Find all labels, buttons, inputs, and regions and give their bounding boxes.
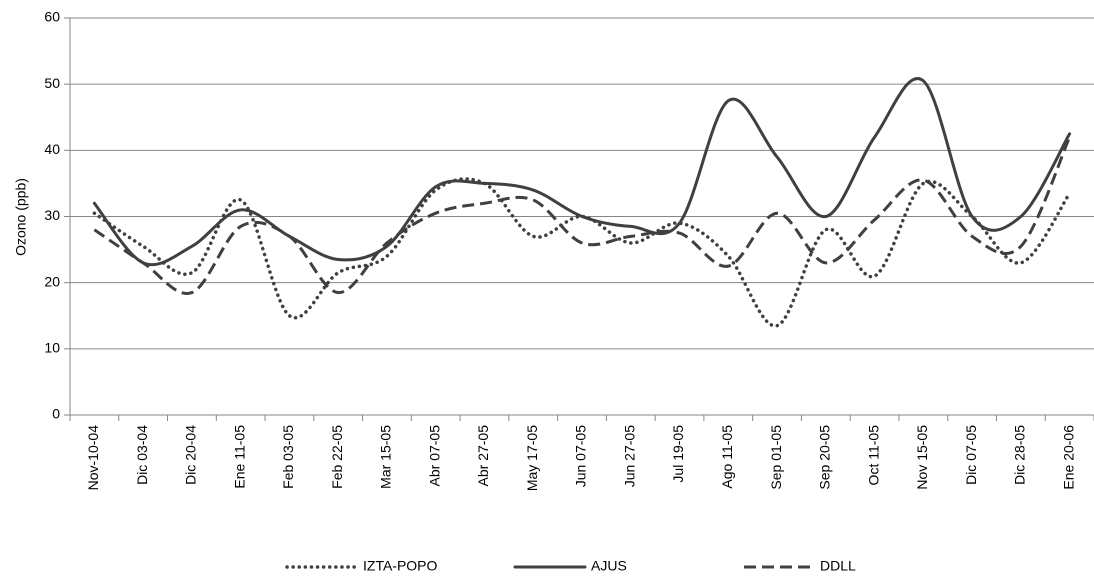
x-tick-label: Feb 22-05 bbox=[329, 425, 345, 489]
series-line-ajus bbox=[92, 77, 1072, 267]
legend-item: IZTA-POPO bbox=[285, 558, 438, 574]
x-tick-label: Abr 07-05 bbox=[426, 425, 442, 487]
x-tick-label: Nov-10-04 bbox=[85, 425, 101, 491]
x-tick-label: Jun 07-05 bbox=[573, 425, 589, 487]
y-tick-label: 10 bbox=[44, 340, 60, 356]
legend-label: DDLL bbox=[820, 558, 856, 574]
x-tick-label: Sep 20-05 bbox=[817, 425, 833, 490]
series-line-izta-popo bbox=[92, 177, 1072, 328]
x-tick-labels: Nov-10-04 Dic 03-04 Dic 20-04 Ene 11-05 Feb … bbox=[85, 425, 1076, 491]
y-tick-label: 40 bbox=[44, 141, 60, 157]
y-tick-label: 20 bbox=[44, 273, 60, 289]
series-line-ddll bbox=[93, 136, 1071, 295]
x-tick-label: Dic 28-05 bbox=[1012, 425, 1028, 485]
x-tick-label: Sep 01-05 bbox=[768, 425, 784, 490]
x-tick-label: Dic 03-04 bbox=[134, 425, 150, 485]
y-tick-labels: 0 10 20 30 40 50 60 bbox=[44, 9, 60, 422]
legend-item: AJUS bbox=[513, 558, 627, 574]
x-tick-label: Jun 27-05 bbox=[621, 425, 637, 487]
x-tick-label: Ago 11-05 bbox=[719, 425, 735, 489]
x-tick-label: Oct 11-05 bbox=[865, 425, 881, 486]
y-tick-label: 50 bbox=[44, 75, 60, 91]
y-tick-label: 60 bbox=[44, 9, 60, 25]
x-tick-label: Mar 15-05 bbox=[378, 425, 394, 489]
legend-item: DDLL bbox=[744, 558, 856, 574]
gridlines bbox=[70, 17, 1094, 350]
x-tick-label: Abr 27-05 bbox=[475, 425, 491, 487]
x-tick-label: Nov 15-05 bbox=[914, 425, 930, 490]
legend: IZTA-POPO AJUS DDLL bbox=[285, 558, 856, 574]
y-axis-label: Ozono (ppb) bbox=[13, 178, 29, 256]
x-tick-label: Feb 03-05 bbox=[280, 425, 296, 489]
series-lines bbox=[92, 77, 1072, 328]
y-tick-label: 30 bbox=[44, 207, 60, 223]
x-tick-label: Ene 20-06 bbox=[1060, 425, 1076, 490]
x-tick-label: Jul 19-05 bbox=[670, 425, 686, 483]
legend-label: IZTA-POPO bbox=[363, 558, 438, 574]
x-tick-label: May 17-05 bbox=[524, 425, 540, 491]
y-tick-label: 0 bbox=[52, 406, 60, 422]
x-tick-label: Ene 11-05 bbox=[231, 425, 247, 489]
x-tick-label: Dic 07-05 bbox=[963, 425, 979, 485]
x-tick-label: Dic 20-04 bbox=[183, 425, 199, 485]
legend-label: AJUS bbox=[591, 558, 627, 574]
axes bbox=[64, 17, 1094, 421]
